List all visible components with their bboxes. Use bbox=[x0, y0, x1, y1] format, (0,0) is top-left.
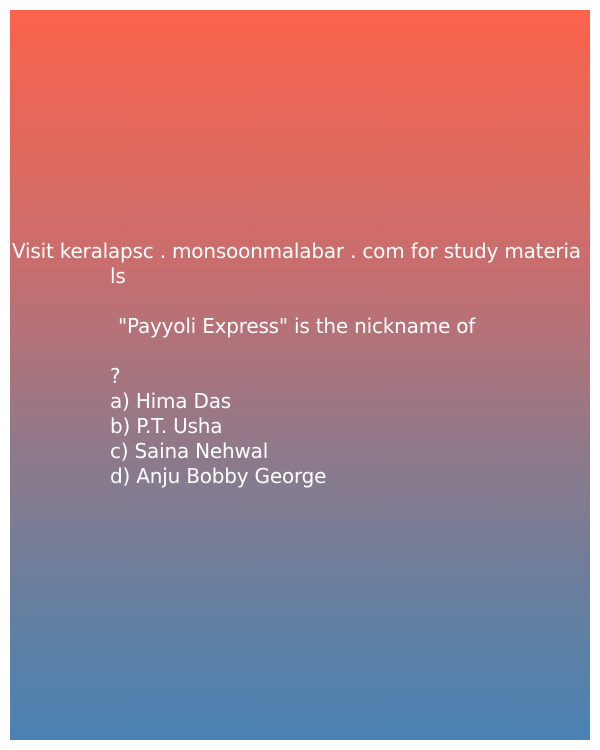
option-b: b) P.T. Usha bbox=[110, 414, 223, 438]
option-a: a) Hima Das bbox=[110, 389, 231, 413]
promo-text-line-2: ls bbox=[110, 264, 126, 288]
option-c: c) Saina Nehwal bbox=[110, 439, 269, 463]
quiz-card: Visit keralapsc . monsoonmalabar . com f… bbox=[10, 10, 590, 740]
option-d: d) Anju Bobby George bbox=[110, 464, 327, 488]
question-text: "Payyoli Express" is the nickname of bbox=[118, 314, 476, 338]
question-mark: ? bbox=[110, 364, 121, 388]
promo-text-line-1: Visit keralapsc . monsoonmalabar . com f… bbox=[12, 239, 581, 263]
